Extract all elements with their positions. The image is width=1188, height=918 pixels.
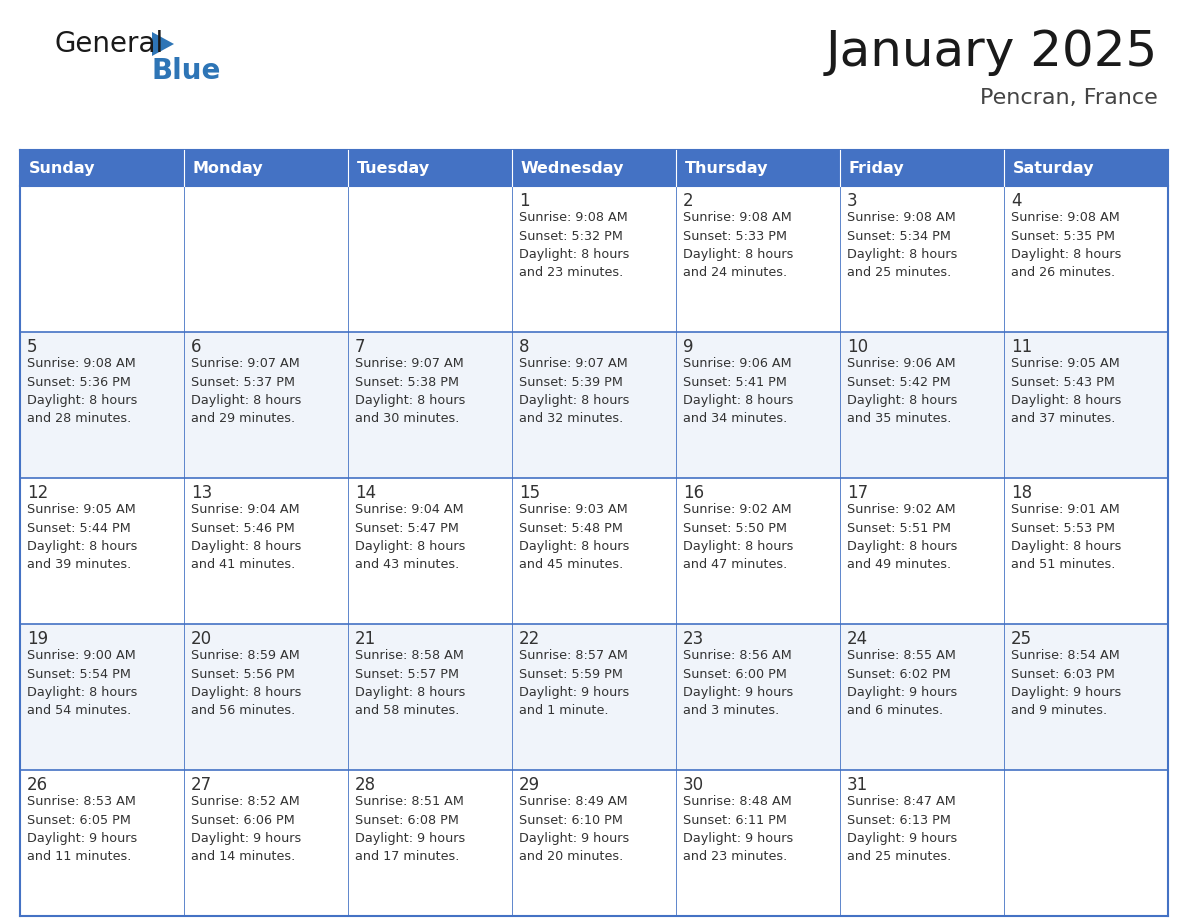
Bar (20, 624, 1168, 770)
Text: Sunrise: 8:58 AM
Sunset: 5:57 PM
Daylight: 8 hours
and 58 minutes.: Sunrise: 8:58 AM Sunset: 5:57 PM Dayligh… (355, 649, 466, 718)
Text: 13: 13 (191, 484, 213, 502)
Text: Sunrise: 8:48 AM
Sunset: 6:11 PM
Daylight: 9 hours
and 23 minutes.: Sunrise: 8:48 AM Sunset: 6:11 PM Dayligh… (683, 795, 794, 864)
Text: 14: 14 (355, 484, 377, 502)
Text: 26: 26 (27, 776, 49, 794)
Text: Sunrise: 9:05 AM
Sunset: 5:44 PM
Daylight: 8 hours
and 39 minutes.: Sunrise: 9:05 AM Sunset: 5:44 PM Dayligh… (27, 503, 138, 572)
Text: Sunrise: 9:08 AM
Sunset: 5:32 PM
Daylight: 8 hours
and 23 minutes.: Sunrise: 9:08 AM Sunset: 5:32 PM Dayligh… (519, 211, 630, 279)
Text: Sunrise: 8:55 AM
Sunset: 6:02 PM
Daylight: 9 hours
and 6 minutes.: Sunrise: 8:55 AM Sunset: 6:02 PM Dayligh… (847, 649, 958, 718)
Text: 20: 20 (191, 630, 213, 648)
Text: Friday: Friday (849, 161, 904, 175)
Text: Sunrise: 9:01 AM
Sunset: 5:53 PM
Daylight: 8 hours
and 51 minutes.: Sunrise: 9:01 AM Sunset: 5:53 PM Dayligh… (1011, 503, 1121, 572)
Text: Sunrise: 9:05 AM
Sunset: 5:43 PM
Daylight: 8 hours
and 37 minutes.: Sunrise: 9:05 AM Sunset: 5:43 PM Dayligh… (1011, 357, 1121, 426)
Bar (184, 150, 348, 186)
Text: Sunrise: 9:02 AM
Sunset: 5:51 PM
Daylight: 8 hours
and 49 minutes.: Sunrise: 9:02 AM Sunset: 5:51 PM Dayligh… (847, 503, 958, 572)
Text: Blue: Blue (152, 57, 221, 85)
Text: 7: 7 (355, 338, 366, 356)
Bar (20, 478, 1168, 624)
Text: 17: 17 (847, 484, 868, 502)
Text: Sunrise: 9:08 AM
Sunset: 5:35 PM
Daylight: 8 hours
and 26 minutes.: Sunrise: 9:08 AM Sunset: 5:35 PM Dayligh… (1011, 211, 1121, 279)
Text: 5: 5 (27, 338, 38, 356)
Text: Sunrise: 9:00 AM
Sunset: 5:54 PM
Daylight: 8 hours
and 54 minutes.: Sunrise: 9:00 AM Sunset: 5:54 PM Dayligh… (27, 649, 138, 718)
Text: 27: 27 (191, 776, 213, 794)
Text: 16: 16 (683, 484, 704, 502)
Text: Sunrise: 9:07 AM
Sunset: 5:37 PM
Daylight: 8 hours
and 29 minutes.: Sunrise: 9:07 AM Sunset: 5:37 PM Dayligh… (191, 357, 302, 426)
Text: January 2025: January 2025 (826, 28, 1158, 76)
Text: Sunrise: 9:07 AM
Sunset: 5:39 PM
Daylight: 8 hours
and 32 minutes.: Sunrise: 9:07 AM Sunset: 5:39 PM Dayligh… (519, 357, 630, 426)
Text: Sunrise: 9:07 AM
Sunset: 5:38 PM
Daylight: 8 hours
and 30 minutes.: Sunrise: 9:07 AM Sunset: 5:38 PM Dayligh… (355, 357, 466, 426)
Text: 21: 21 (355, 630, 377, 648)
Text: 8: 8 (519, 338, 530, 356)
Text: 31: 31 (847, 776, 868, 794)
Text: Sunrise: 9:03 AM
Sunset: 5:48 PM
Daylight: 8 hours
and 45 minutes.: Sunrise: 9:03 AM Sunset: 5:48 PM Dayligh… (519, 503, 630, 572)
Text: 28: 28 (355, 776, 377, 794)
Text: 22: 22 (519, 630, 541, 648)
Text: Sunrise: 8:47 AM
Sunset: 6:13 PM
Daylight: 9 hours
and 25 minutes.: Sunrise: 8:47 AM Sunset: 6:13 PM Dayligh… (847, 795, 958, 864)
Text: Sunrise: 8:54 AM
Sunset: 6:03 PM
Daylight: 9 hours
and 9 minutes.: Sunrise: 8:54 AM Sunset: 6:03 PM Dayligh… (1011, 649, 1121, 718)
Text: Sunday: Sunday (29, 161, 95, 175)
Text: Sunrise: 8:49 AM
Sunset: 6:10 PM
Daylight: 9 hours
and 20 minutes.: Sunrise: 8:49 AM Sunset: 6:10 PM Dayligh… (519, 795, 630, 864)
Text: Sunrise: 9:02 AM
Sunset: 5:50 PM
Daylight: 8 hours
and 47 minutes.: Sunrise: 9:02 AM Sunset: 5:50 PM Dayligh… (683, 503, 794, 572)
Text: Sunrise: 9:04 AM
Sunset: 5:46 PM
Daylight: 8 hours
and 41 minutes.: Sunrise: 9:04 AM Sunset: 5:46 PM Dayligh… (191, 503, 302, 572)
Text: Sunrise: 8:52 AM
Sunset: 6:06 PM
Daylight: 9 hours
and 14 minutes.: Sunrise: 8:52 AM Sunset: 6:06 PM Dayligh… (191, 795, 302, 864)
Text: Sunrise: 9:04 AM
Sunset: 5:47 PM
Daylight: 8 hours
and 43 minutes.: Sunrise: 9:04 AM Sunset: 5:47 PM Dayligh… (355, 503, 466, 572)
Text: Sunrise: 8:56 AM
Sunset: 6:00 PM
Daylight: 9 hours
and 3 minutes.: Sunrise: 8:56 AM Sunset: 6:00 PM Dayligh… (683, 649, 794, 718)
Bar (512, 150, 676, 186)
Polygon shape (152, 32, 173, 56)
Text: Sunrise: 8:57 AM
Sunset: 5:59 PM
Daylight: 9 hours
and 1 minute.: Sunrise: 8:57 AM Sunset: 5:59 PM Dayligh… (519, 649, 630, 718)
Text: Tuesday: Tuesday (358, 161, 430, 175)
Bar (20, 770, 1168, 916)
Text: 24: 24 (847, 630, 868, 648)
Bar (20, 150, 184, 186)
Text: 6: 6 (191, 338, 202, 356)
Bar (1004, 150, 1168, 186)
Text: 11: 11 (1011, 338, 1032, 356)
Text: Monday: Monday (192, 161, 264, 175)
Text: Sunrise: 9:08 AM
Sunset: 5:33 PM
Daylight: 8 hours
and 24 minutes.: Sunrise: 9:08 AM Sunset: 5:33 PM Dayligh… (683, 211, 794, 279)
Bar (348, 150, 512, 186)
Text: 12: 12 (27, 484, 49, 502)
Text: Sunrise: 8:53 AM
Sunset: 6:05 PM
Daylight: 9 hours
and 11 minutes.: Sunrise: 8:53 AM Sunset: 6:05 PM Dayligh… (27, 795, 138, 864)
Text: 29: 29 (519, 776, 541, 794)
Text: Sunrise: 9:08 AM
Sunset: 5:34 PM
Daylight: 8 hours
and 25 minutes.: Sunrise: 9:08 AM Sunset: 5:34 PM Dayligh… (847, 211, 958, 279)
Text: 3: 3 (847, 192, 858, 210)
Bar (20, 332, 1168, 478)
Text: 15: 15 (519, 484, 541, 502)
Text: Sunrise: 9:06 AM
Sunset: 5:42 PM
Daylight: 8 hours
and 35 minutes.: Sunrise: 9:06 AM Sunset: 5:42 PM Dayligh… (847, 357, 958, 426)
Text: Pencran, France: Pencran, France (980, 88, 1158, 108)
Text: 19: 19 (27, 630, 49, 648)
Text: 23: 23 (683, 630, 704, 648)
Text: Thursday: Thursday (685, 161, 769, 175)
Text: Saturday: Saturday (1013, 161, 1094, 175)
Text: 1: 1 (519, 192, 530, 210)
Text: 4: 4 (1011, 192, 1022, 210)
Text: Wednesday: Wednesday (522, 161, 625, 175)
Text: 18: 18 (1011, 484, 1032, 502)
Text: General: General (55, 30, 164, 58)
Text: 30: 30 (683, 776, 704, 794)
Bar (676, 150, 840, 186)
Text: 25: 25 (1011, 630, 1032, 648)
Text: 2: 2 (683, 192, 694, 210)
Bar (20, 186, 1168, 332)
Text: Sunrise: 9:06 AM
Sunset: 5:41 PM
Daylight: 8 hours
and 34 minutes.: Sunrise: 9:06 AM Sunset: 5:41 PM Dayligh… (683, 357, 794, 426)
Bar (840, 150, 1004, 186)
Text: Sunrise: 8:59 AM
Sunset: 5:56 PM
Daylight: 8 hours
and 56 minutes.: Sunrise: 8:59 AM Sunset: 5:56 PM Dayligh… (191, 649, 302, 718)
Text: 9: 9 (683, 338, 694, 356)
Text: Sunrise: 8:51 AM
Sunset: 6:08 PM
Daylight: 9 hours
and 17 minutes.: Sunrise: 8:51 AM Sunset: 6:08 PM Dayligh… (355, 795, 466, 864)
Text: Sunrise: 9:08 AM
Sunset: 5:36 PM
Daylight: 8 hours
and 28 minutes.: Sunrise: 9:08 AM Sunset: 5:36 PM Dayligh… (27, 357, 138, 426)
Text: 10: 10 (847, 338, 868, 356)
